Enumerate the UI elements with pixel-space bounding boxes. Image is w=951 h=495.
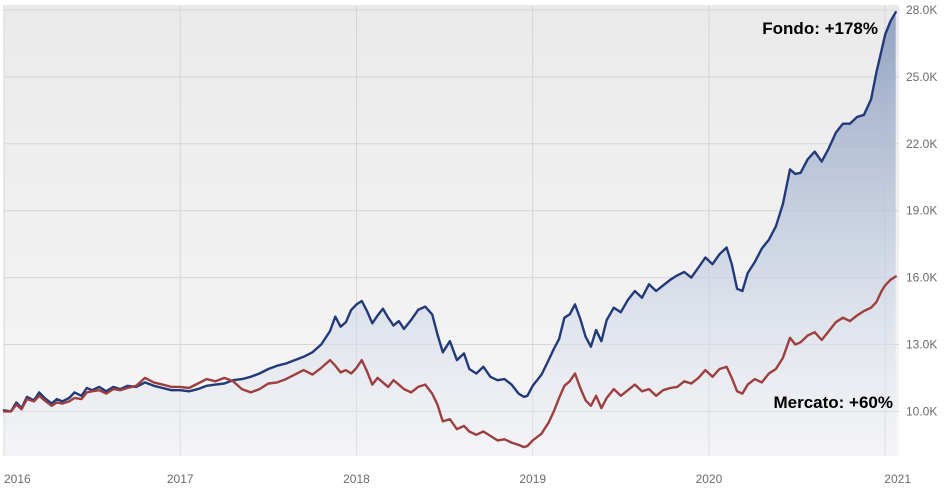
series-annotations: Fondo: +178% Mercato: +60% [762,19,893,412]
series-lines [2,11,897,449]
y-tick-label: 19.0K [906,204,937,218]
x-tick-label: 2016 [4,472,31,486]
x-tick-label: 2021 [884,472,911,486]
y-axis-ticks: 10.0K 13.0K 16.0K 19.0K 22.0K 25.0K 28.0K [906,3,937,418]
y-tick-label: 13.0K [906,338,937,352]
x-tick-label: 2017 [167,472,194,486]
series-line-fondo [2,11,897,413]
x-axis-ticks: 2016 2017 2018 2019 2020 2021 [4,472,911,486]
y-tick-label: 25.0K [906,70,937,84]
y-tick-label: 28.0K [906,3,937,17]
series-line-mercato [2,275,897,449]
fondo-area-fill [4,12,896,456]
y-tick-label: 22.0K [906,137,937,151]
y-tick-label: 10.0K [906,404,937,418]
x-tick-label: 2020 [696,472,723,486]
annotation-fondo: Fondo: +178% [762,19,878,38]
y-tick-label: 16.0K [906,271,937,285]
x-tick-label: 2018 [343,472,370,486]
annotation-mercato: Mercato: +60% [773,393,893,412]
x-tick-label: 2019 [519,472,546,486]
